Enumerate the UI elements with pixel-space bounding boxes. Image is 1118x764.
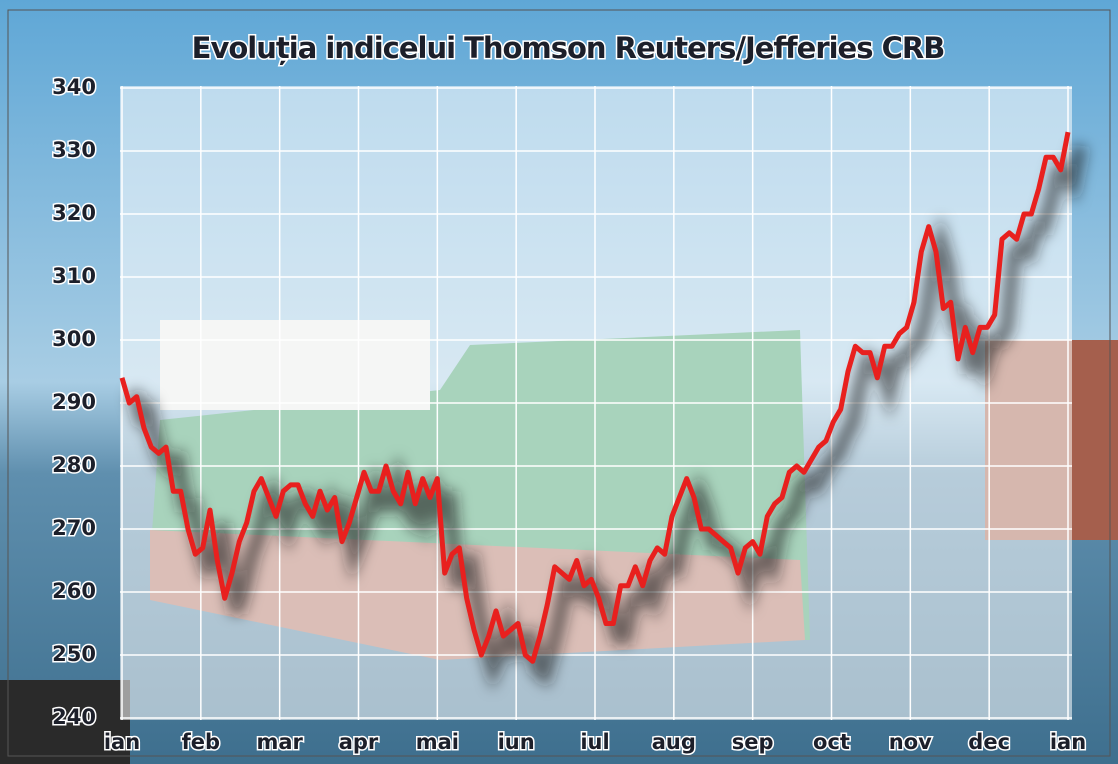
y-tick-label: 290: [52, 390, 96, 414]
x-tick-label: nov: [889, 730, 932, 754]
x-tick-label: ian: [104, 730, 140, 754]
x-tick-label: iul: [580, 730, 609, 754]
x-tick-label: dec: [968, 730, 1010, 754]
x-tick-label: mai: [416, 730, 459, 754]
chart: Evoluția indicelui Thomson Reuters/Jeffe…: [0, 0, 1118, 764]
x-tick-label: sep: [732, 730, 774, 754]
y-tick-label: 320: [52, 201, 96, 225]
y-tick-label: 340: [52, 75, 96, 99]
y-tick-label: 250: [52, 642, 96, 666]
x-tick-label: feb: [182, 730, 220, 754]
x-tick-label: mar: [256, 730, 303, 754]
chart-title: Evoluția indicelui Thomson Reuters/Jeffe…: [192, 31, 945, 65]
y-tick-label: 330: [52, 138, 96, 162]
y-tick-label: 300: [52, 327, 96, 351]
y-tick-label: 240: [52, 705, 96, 729]
x-tick-label: ian: [1050, 730, 1086, 754]
x-tick-label: apr: [339, 730, 379, 754]
x-tick-label: oct: [813, 730, 850, 754]
y-tick-label: 310: [52, 264, 96, 288]
y-tick-label: 260: [52, 579, 96, 603]
y-tick-label: 270: [52, 516, 96, 540]
x-tick-label: iun: [498, 730, 535, 754]
y-tick-label: 280: [52, 453, 96, 477]
x-tick-label: aug: [652, 730, 696, 754]
